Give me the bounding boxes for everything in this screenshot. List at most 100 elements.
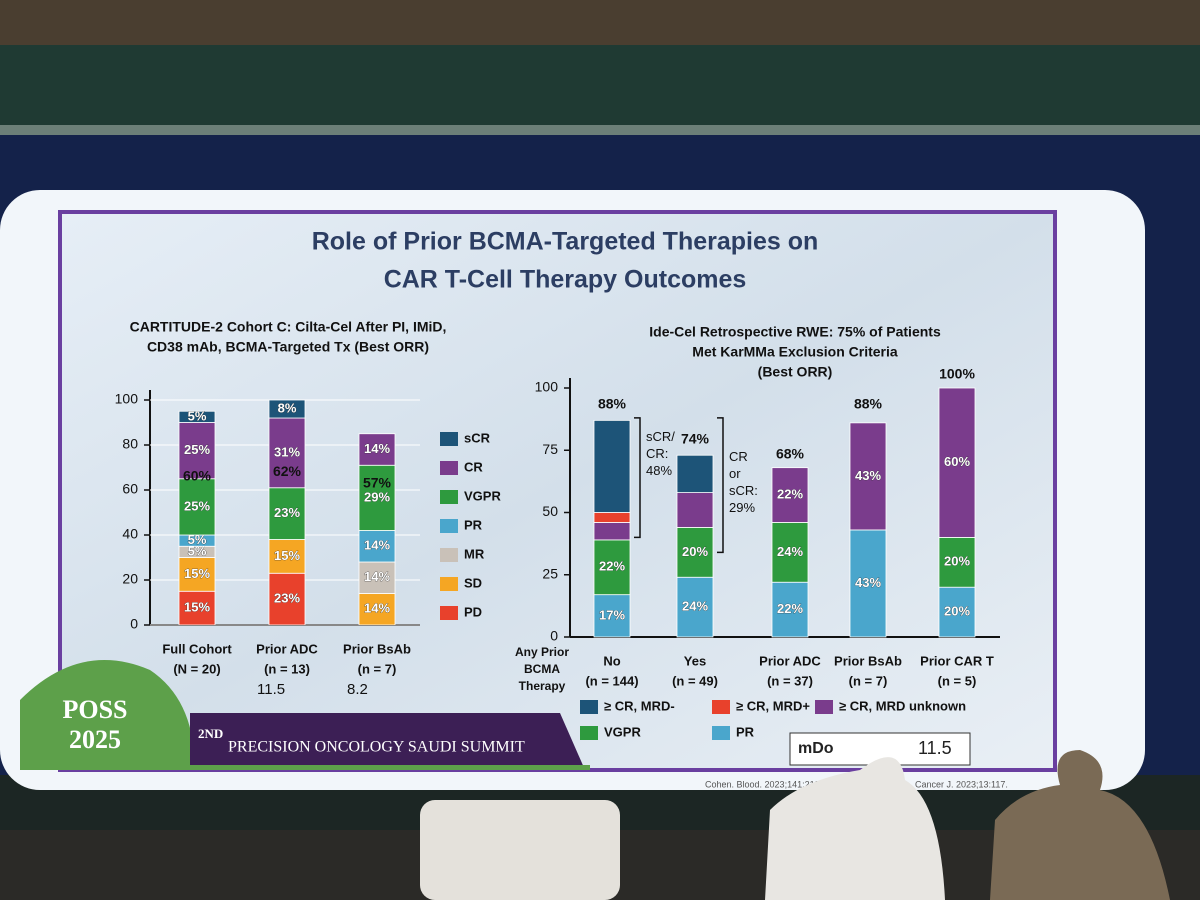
bar-segment [676, 492, 714, 528]
value-label: 31% [274, 444, 300, 459]
x-tick-sublabel: (n = 144) [585, 673, 638, 688]
logo-text: 2025 [69, 725, 121, 754]
x-tick-label: Prior BsAb [343, 641, 411, 656]
stage-top [0, 45, 1200, 125]
chart-title: CARTITUDE-2 Cohort C: Cilta-Cel After PI… [130, 319, 447, 335]
total-label: 60% [183, 468, 212, 484]
value-label: 15% [274, 548, 300, 563]
value-label: 43% [855, 575, 881, 590]
banner [190, 713, 585, 770]
slide [58, 210, 1057, 772]
legend-swatch [440, 519, 458, 533]
legend-label: VGPR [604, 724, 641, 739]
total-label: 57% [363, 474, 392, 490]
total-label: 68% [776, 445, 805, 461]
chart-title: Ide-Cel Retrospective RWE: 75% of Patien… [649, 324, 941, 340]
value-label: 5% [188, 543, 207, 558]
y-tick-label: 20 [122, 571, 138, 587]
total-label: 62% [273, 463, 302, 479]
bar-segment [938, 537, 976, 588]
chart-title: CD38 mAb, BCMA-Targeted Tx (Best ORR) [147, 339, 429, 355]
legend-label: ≥ CR, MRD+ [736, 698, 810, 713]
logo-text: POSS [62, 695, 127, 724]
bar-segment [268, 417, 306, 489]
bracket [717, 417, 724, 554]
bar-segment [358, 464, 396, 531]
legend-label: ≥ CR, MRD unknown [839, 698, 966, 713]
bar-segment [178, 590, 216, 626]
value-label: 8% [278, 400, 297, 415]
legend-swatch [712, 726, 730, 740]
bar-segment [268, 539, 306, 574]
bar-segment [178, 478, 216, 536]
charts: CARTITUDE-2 Cohort C: Cilta-Cel After PI… [115, 319, 1000, 740]
value-label: 25% [184, 442, 210, 457]
annotation: 48% [646, 463, 672, 478]
bar-segment [849, 422, 887, 531]
x-tick-label: Prior ADC [256, 641, 318, 656]
group-label: Therapy [519, 679, 566, 693]
value-label: 5% [188, 408, 207, 423]
bar-segment [178, 410, 216, 423]
legend-swatch [580, 700, 598, 714]
x-tick-sublabel: (n = 37) [767, 673, 813, 688]
ceiling [0, 0, 1200, 45]
citation: Cancer J. 2023;13:117. [915, 779, 1008, 789]
annotation: CR [729, 449, 748, 464]
banner-sup: 2ND [198, 726, 223, 741]
value-label: 60% [944, 454, 970, 469]
annotation: or [729, 466, 741, 481]
group-label: BCMA [524, 662, 560, 676]
value-label: 15% [184, 600, 210, 615]
person [990, 750, 1170, 900]
bar-segment [593, 522, 631, 541]
y-tick-label: 100 [535, 379, 559, 395]
x-tick-label: No [603, 653, 620, 668]
x-tick-label: Prior ADC [759, 653, 821, 668]
chair [420, 800, 620, 900]
x-tick-label: Full Cohort [162, 641, 232, 656]
value-label: 17% [599, 607, 625, 622]
y-tick-label: 0 [130, 616, 138, 632]
value-label: 23% [274, 505, 300, 520]
x-tick-label: Prior CAR T [920, 653, 994, 668]
value-label: 43% [855, 468, 881, 483]
annotation: CR: [646, 446, 668, 461]
value-label: 25% [184, 498, 210, 513]
chart-title: Met KarMMa Exclusion Criteria [692, 344, 898, 360]
bar-segment [593, 594, 631, 638]
logo-shape [20, 660, 195, 770]
annotation: sCR: [729, 483, 758, 498]
x-tick-sublabel: (n = 5) [938, 673, 977, 688]
bar-segment [771, 467, 809, 523]
y-tick-label: 0 [550, 628, 558, 644]
value-label: 24% [682, 599, 708, 614]
bar-segment [771, 522, 809, 583]
group-label: Any Prior [515, 645, 569, 659]
value-label: 20% [682, 544, 708, 559]
total-label: 88% [854, 396, 883, 412]
y-tick-label: 75 [542, 441, 558, 457]
slide-title: Role of Prior BCMA-Targeted Therapies on [312, 228, 819, 256]
bar-segment [178, 422, 216, 480]
value-label: 15% [184, 566, 210, 581]
y-tick-label: 80 [122, 436, 138, 452]
value-label: 22% [777, 601, 803, 616]
legend-label: CR [464, 459, 483, 474]
mdor-label: mDo [798, 740, 834, 757]
x-tick-label: Yes [684, 653, 706, 668]
banner-text: PRECISION ONCOLOGY SAUDI SUMMIT [228, 739, 525, 756]
value-label: 14% [364, 538, 390, 553]
legend-swatch [440, 461, 458, 475]
legend-swatch [440, 577, 458, 591]
x-tick-sublabel: (N = 20) [173, 661, 220, 676]
bar-segment [358, 530, 396, 563]
total-label: 100% [939, 366, 975, 382]
legend-swatch [440, 606, 458, 620]
bar-segment [676, 576, 714, 638]
bar-segment [676, 527, 714, 578]
bar-segment [268, 487, 306, 540]
value-label: 14% [364, 569, 390, 584]
legend-label: VGPR [464, 488, 501, 503]
